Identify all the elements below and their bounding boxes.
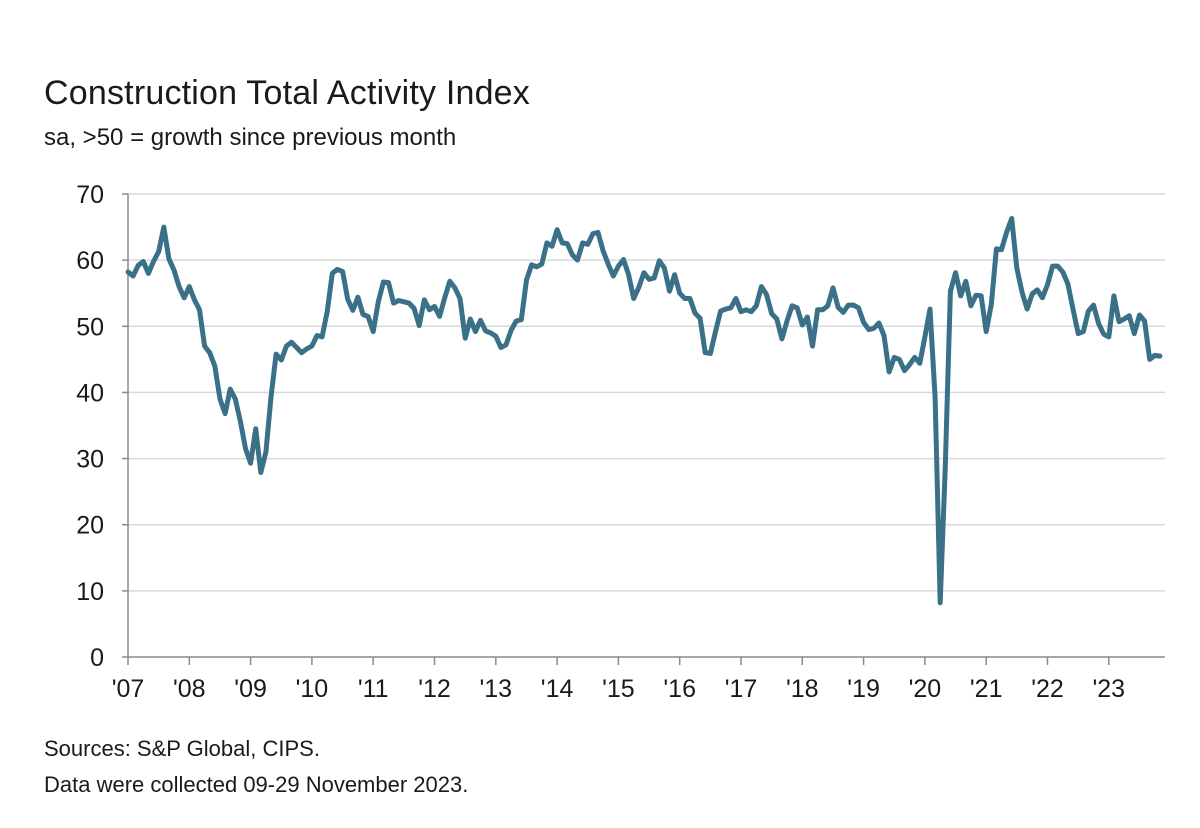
x-tick-label: '20 [909,675,942,703]
y-tick-labels: 0 10 20 30 40 50 60 70 [76,181,104,672]
x-tick-label: '07 [112,675,145,703]
x-tick-label: '10 [296,675,329,703]
x-tick-label: '19 [847,675,880,703]
y-tick-label: 30 [76,446,104,474]
x-tick-label: '11 [358,675,389,703]
chart-subtitle: sa, >50 = growth since previous month [44,124,457,151]
x-tick-label: '18 [786,675,819,703]
series-line-0 [125,216,1163,606]
x-tick-label: '22 [1031,675,1064,703]
x-tick-label: '17 [725,675,758,703]
y-tick-label: 60 [76,247,104,275]
y-tick-label: 20 [76,512,104,540]
x-tick-label: '23 [1093,675,1126,703]
x-tick-label: '09 [234,675,267,703]
gridlines [128,193,1165,592]
axes [122,193,1165,665]
y-tick-label: 70 [76,181,104,209]
x-tick-label: '16 [663,675,696,703]
y-tick-label: 40 [76,379,104,407]
x-tick-label: '08 [173,675,206,703]
x-tick-label: '14 [541,675,574,703]
x-tick-label: '21 [970,675,1003,703]
sources-note: Sources: S&P Global, CIPS. [44,736,320,761]
chart-title: Construction Total Activity Index [44,74,530,112]
x-tick-labels: '07 '08 '09 '10 '11 '12 '13 '14 '15 '16 '17 '18 '19 '… [112,675,1125,703]
x-tick-label: '12 [418,675,451,703]
y-tick-label: 50 [76,313,104,341]
series [125,216,1163,606]
y-tick-label: 0 [90,644,104,672]
collection-note: Data were collected 09-29 November 2023. [44,772,469,797]
x-tick-label: '13 [480,675,513,703]
x-tick-label: '15 [602,675,635,703]
y-tick-label: 10 [76,578,104,606]
